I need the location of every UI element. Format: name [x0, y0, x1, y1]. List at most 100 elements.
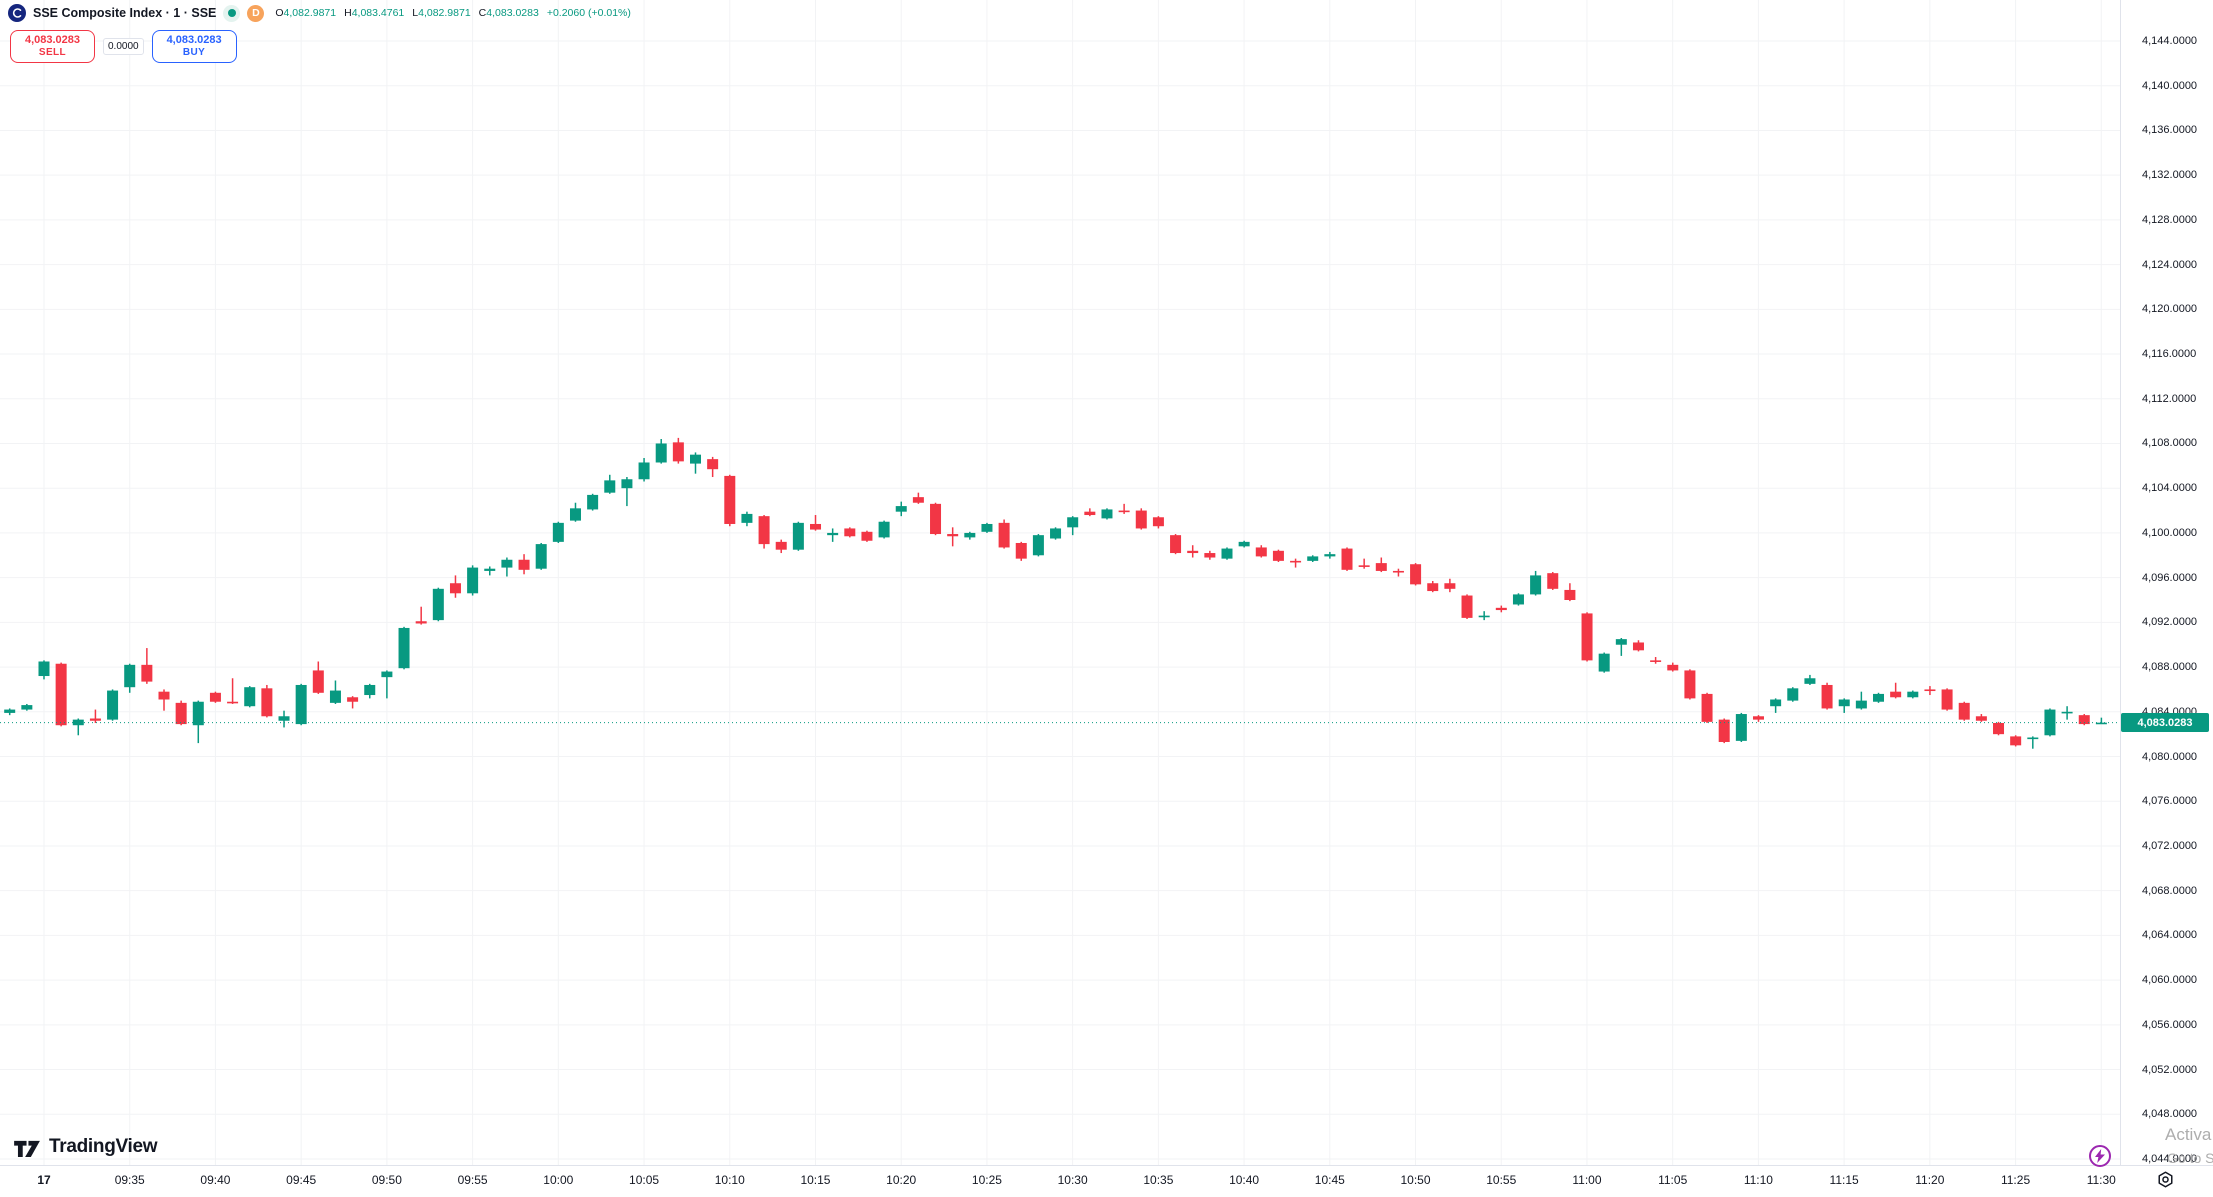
- price-axis-label: 4,116.0000: [2142, 348, 2197, 361]
- ohlc-readout: O4,082.9871 H4,083.4761 L4,082.9871 C4,0…: [275, 7, 631, 19]
- candle: [1341, 547, 1353, 571]
- candle: [1615, 638, 1627, 656]
- candle: [158, 689, 170, 711]
- candle: [1204, 550, 1216, 560]
- market-status-icon[interactable]: [223, 4, 241, 22]
- candle: [449, 575, 461, 598]
- candle: [1564, 583, 1576, 602]
- candle: [175, 700, 187, 726]
- candle: [1650, 657, 1662, 664]
- candle: [1975, 714, 1987, 722]
- close-label: C: [478, 7, 487, 19]
- candle: [1358, 558, 1370, 569]
- candle: [501, 557, 513, 577]
- candle: [1444, 578, 1456, 593]
- candle: [707, 456, 719, 478]
- candle: [810, 515, 822, 531]
- candle: [1015, 541, 1027, 561]
- candle: [2078, 714, 2090, 726]
- candle: [895, 501, 907, 517]
- price-axis-label: 4,060.0000: [2142, 974, 2198, 987]
- tradingview-logo-text: TradingView: [49, 1136, 158, 1157]
- time-axis[interactable]: 17 09:35 09:40 09:45 09:50 09:55 10:00 10:05 10:…: [0, 1165, 2213, 1197]
- time-axis-label: 09:55: [457, 1173, 488, 1187]
- candle: [1547, 572, 1559, 590]
- candle: [638, 458, 650, 482]
- activate-windows-watermark-line2: Go to S: [2167, 1150, 2213, 1166]
- candle: [1752, 715, 1764, 722]
- candle: [1272, 549, 1284, 562]
- price-axis[interactable]: 4,144.0000 4,140.0000 4,136.0000 4,132.0000…: [2120, 0, 2213, 1165]
- sell-button[interactable]: 4,083.0283 SELL: [10, 30, 95, 63]
- tradingview-logo[interactable]: TradingView: [14, 1136, 158, 1158]
- candle: [381, 670, 393, 699]
- time-axis-label: 10:40: [1229, 1173, 1260, 1187]
- candle: [1135, 508, 1147, 530]
- candle: [1375, 557, 1387, 573]
- price-axis-label: 4,092.0000: [2142, 616, 2198, 629]
- candle: [518, 554, 530, 575]
- buy-label: BUY: [182, 47, 206, 59]
- low-label: L: [412, 7, 419, 19]
- time-axis-label: 10:20: [886, 1173, 917, 1187]
- candle: [690, 452, 701, 474]
- candle: [2095, 717, 2107, 725]
- candle: [998, 519, 1010, 549]
- price-axis-label: 4,108.0000: [2142, 437, 2198, 450]
- price-axis-label: 4,044.0000: [2142, 1153, 2198, 1165]
- candle: [432, 587, 444, 622]
- open-label: O: [275, 7, 284, 19]
- candles: [4, 437, 2107, 749]
- price-axis-label: 4,096.0000: [2142, 571, 2198, 584]
- candle: [244, 686, 256, 708]
- price-axis-label: 4,068.0000: [2142, 884, 2198, 897]
- candlestick-chart[interactable]: [0, 0, 2120, 1165]
- candle: [1392, 568, 1404, 577]
- time-axis-label: 09:45: [286, 1173, 317, 1187]
- candle: [295, 683, 307, 726]
- candle: [724, 474, 736, 527]
- candle: [1821, 682, 1833, 710]
- gear-icon: [2158, 1171, 2173, 1188]
- candle: [1084, 508, 1096, 517]
- candle: [38, 660, 50, 680]
- daily-delay-badge[interactable]: D: [247, 4, 265, 22]
- candle: [1804, 674, 1816, 685]
- candle: [758, 515, 770, 549]
- symbol-title[interactable]: SSE Composite Index · 1 · SSE: [33, 6, 217, 20]
- time-axis-label: 11:05: [1658, 1173, 1688, 1187]
- time-axis-label: 09:40: [200, 1173, 231, 1187]
- candle: [1907, 690, 1919, 699]
- candle: [1667, 662, 1679, 672]
- candle: [1478, 611, 1490, 621]
- candle: [1632, 640, 1644, 652]
- candle: [1855, 691, 1867, 710]
- candle: [1461, 594, 1473, 620]
- candle: [1890, 682, 1902, 699]
- candle: [1924, 686, 1936, 696]
- price-axis-label: 4,140.0000: [2142, 79, 2198, 92]
- candle: [775, 539, 787, 554]
- candle: [1324, 551, 1336, 559]
- time-axis-label: 11:20: [1915, 1173, 1945, 1187]
- candle: [1787, 687, 1799, 702]
- price-axis-label: 4,072.0000: [2142, 839, 2198, 852]
- price-axis-label: 4,100.0000: [2142, 526, 2198, 539]
- symbol-logo-icon[interactable]: [8, 4, 26, 22]
- instant-order-flash-button[interactable]: [2089, 1145, 2111, 1167]
- lightning-icon: [2095, 1149, 2105, 1163]
- time-axis-label: 10:05: [629, 1173, 660, 1187]
- axis-settings-button[interactable]: [2157, 1171, 2174, 1188]
- buy-button[interactable]: 4,083.0283 BUY: [151, 30, 237, 63]
- time-axis-label: 10:45: [1314, 1173, 1345, 1187]
- price-axis-label: 4,112.0000: [2142, 392, 2197, 405]
- candle: [1495, 605, 1507, 613]
- time-axis-label: 10:30: [1057, 1173, 1088, 1187]
- candle: [1290, 558, 1302, 568]
- candle: [312, 661, 324, 694]
- candle: [1067, 516, 1079, 536]
- low-value: 4,082.9871: [418, 7, 471, 19]
- candle: [72, 718, 84, 736]
- candle: [2044, 708, 2056, 737]
- time-axis-label: 09:50: [371, 1173, 402, 1187]
